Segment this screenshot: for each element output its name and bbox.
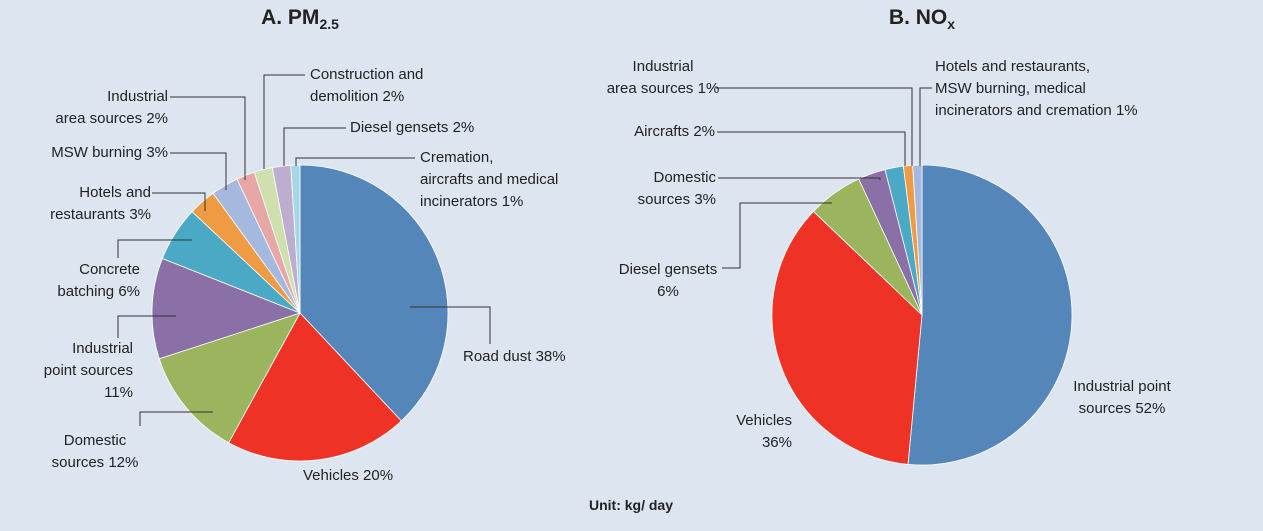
category-label: Aircrafts [634, 123, 690, 140]
slice-label: Cremation, aircrafts and medical inciner… [420, 147, 558, 213]
value-label: 2% [382, 88, 405, 105]
slice-label: Hotels and restaurants, MSW burning, med… [935, 56, 1138, 122]
category-label: Industrial point sources [1073, 378, 1171, 417]
slice-label: Construction and demolition 2% [310, 64, 423, 108]
footer: Unit: kg/ day [588, 497, 674, 513]
leader-line [117, 239, 192, 258]
pie-slice [158, 312, 301, 444]
slice-label: Vehicles 36% [736, 410, 792, 454]
value-label: 3% [129, 206, 151, 223]
value-label: 1% [1115, 102, 1138, 119]
title-subscript: x [947, 16, 956, 33]
category-label: Industrial point sources [43, 340, 133, 379]
leader-line [410, 306, 491, 344]
leader-line [170, 96, 246, 180]
pie-slice [771, 210, 923, 465]
leader-line [263, 74, 305, 169]
value-label: 1% [501, 193, 524, 210]
title-text: B. NO [888, 6, 948, 29]
leader-line [283, 127, 346, 166]
value-label: 6% [118, 283, 140, 300]
value-label: 6% [657, 283, 679, 300]
value-label: 38% [535, 348, 566, 365]
category-label: Hotels and restaurants, MSW burning, med… [935, 58, 1112, 119]
leader-line [919, 87, 932, 166]
value-label: 11% [104, 384, 133, 401]
leader-line [152, 192, 206, 211]
pie-slice [290, 164, 301, 314]
value-label: 3% [694, 191, 716, 208]
leader-line [170, 152, 227, 190]
category-label: Vehicles [736, 412, 792, 429]
title-text: A. PM [261, 6, 320, 29]
category-label: Concrete batching [57, 261, 140, 300]
leader-line [295, 157, 415, 166]
slice-label: Industrial point sources 52% [1073, 376, 1171, 420]
pie-slice [907, 164, 1073, 466]
slice-label: Hotels and restaurants 3% [50, 182, 151, 226]
category-label: Road dust [463, 348, 532, 365]
slice-label: Domestic sources 3% [638, 167, 716, 211]
slice-label: Concrete batching 6% [57, 259, 140, 303]
slice-label: Industrial area sources 1% [607, 56, 720, 100]
slice-label: Aircrafts 2% [634, 121, 715, 143]
value-label: 20% [363, 467, 394, 484]
value-label: 1% [697, 80, 720, 97]
pie-slice [912, 164, 923, 316]
value-label: 2% [693, 123, 715, 140]
chart-title: A. PM2.5 [261, 6, 339, 32]
chart-title: B. NOx [889, 6, 955, 32]
title-subscript: 2.5 [319, 16, 339, 33]
slice-label: Vehicles 20% [303, 465, 393, 487]
pie-slice [151, 257, 302, 360]
leader-line [117, 315, 176, 338]
value-label: 2% [146, 110, 168, 127]
category-label: Hotels and restaurants [50, 184, 151, 223]
slice-label: Diesel gensets 2% [350, 117, 474, 139]
category-label: Domestic sources [637, 169, 716, 208]
leader-line [717, 131, 906, 166]
category-label: Domestic sources [51, 432, 127, 471]
value-label: 36% [761, 434, 792, 451]
slice-label: Domestic sources 12% [52, 430, 139, 474]
category-label: Cremation, aircrafts and medical inciner… [420, 149, 559, 210]
leader-line [718, 177, 881, 180]
category-label: Construction and demolition [310, 66, 424, 105]
category-label: Diesel gensets [618, 261, 718, 278]
slice-label: Industrial area sources 2% [55, 86, 168, 130]
slice-label: Road dust 38% [463, 346, 566, 368]
pie-slice [228, 312, 402, 462]
value-label: 52% [1135, 400, 1166, 417]
value-label: 12% [108, 454, 139, 471]
leader-line [139, 411, 213, 426]
category-label: MSW burning [51, 144, 143, 161]
category-label: Industrial area sources [55, 88, 168, 127]
category-label: Industrial area sources [606, 58, 694, 97]
category-label: Diesel gensets [350, 119, 449, 136]
value-label: 2% [452, 119, 475, 136]
slice-label: Diesel gensets 6% [619, 259, 717, 303]
leader-line [722, 202, 832, 269]
slice-label: Industrial point sources 11% [44, 338, 133, 404]
leader-line [716, 87, 913, 166]
category-label: Vehicles [303, 467, 359, 484]
value-label: 3% [146, 144, 168, 161]
pie-slice [299, 164, 449, 422]
slice-label: MSW burning 3% [51, 142, 168, 164]
